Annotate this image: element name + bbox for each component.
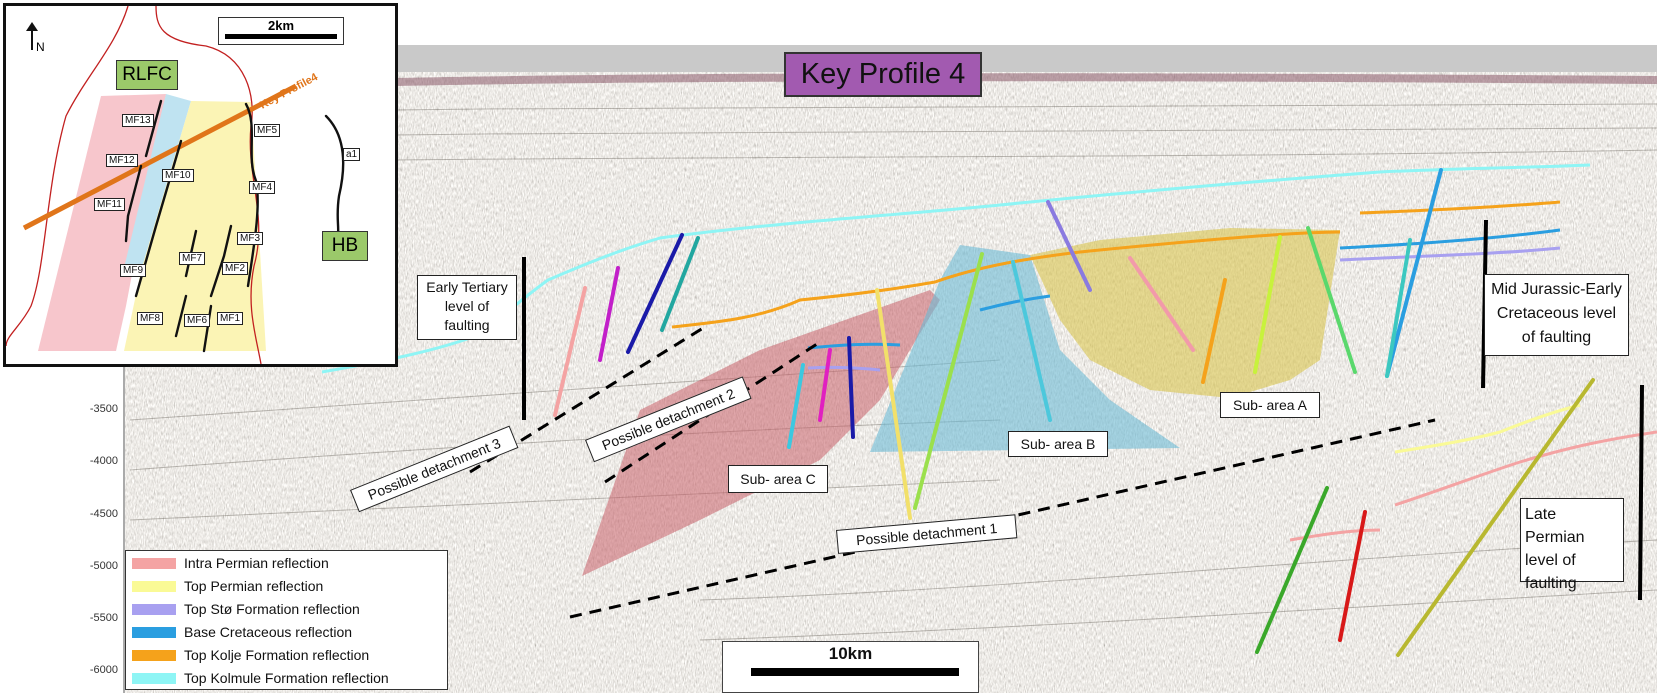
depth-tick: -5500	[89, 612, 118, 624]
legend-swatch	[132, 673, 176, 684]
fault-red-p	[1338, 510, 1367, 642]
fault-label: MF11	[94, 198, 125, 211]
depth-tick: -4500	[89, 508, 118, 520]
inset-blue-region	[124, 94, 191, 271]
depth-tick: -5000	[89, 560, 118, 572]
kolje-horizon-east	[1359, 200, 1561, 215]
fault-teal	[660, 236, 700, 332]
base-cretaceous-c	[807, 342, 901, 350]
legend-label: Top Kolje Formation reflection	[184, 647, 370, 663]
subarea-a-polygon	[1030, 228, 1340, 398]
fault-label: MF13	[122, 114, 154, 127]
north-arrow-icon	[31, 24, 33, 50]
region-rlfc: RLFC	[116, 60, 178, 90]
subarea-b-label: Sub- area B	[1008, 431, 1108, 457]
north-arrowhead-icon	[26, 22, 38, 31]
legend-label: Top Kolmule Formation reflection	[184, 670, 389, 686]
fault-cyan-b	[1011, 260, 1052, 422]
inset-map: N 2km RLFC HB Key Profile4 MF13 MF12 MF1…	[3, 3, 398, 367]
legend: Intra Permian reflection Top Permian ref…	[125, 550, 448, 690]
inset-yellow-region	[124, 101, 266, 351]
mid-jurassic-label: Mid Jurassic-Early Cretaceous level of f…	[1484, 274, 1629, 356]
fault-blue-a	[1385, 168, 1443, 378]
north-label: N	[36, 40, 45, 54]
inset-scale-line	[225, 34, 337, 39]
fault-olive-p	[1396, 378, 1595, 657]
sto-horizon	[1339, 246, 1561, 262]
fault-navy	[626, 233, 684, 354]
legend-label: Base Cretaceous reflection	[184, 624, 353, 640]
section-sky	[395, 45, 1657, 75]
inset-profile-line	[22, 83, 298, 231]
faults	[553, 168, 1595, 657]
base-cretaceous-horizon	[1339, 228, 1561, 250]
subarea-c-label: Sub- area C	[728, 465, 828, 493]
fault-green-p	[1255, 486, 1329, 654]
top-permian-horizon	[1394, 403, 1581, 454]
fault-orange-a	[1201, 278, 1227, 384]
early-tertiary-label: Early Tertiary level of faulting	[417, 275, 517, 340]
legend-swatch	[132, 604, 176, 615]
legend-label: Intra Permian reflection	[184, 555, 329, 571]
fault-magenta-c	[818, 348, 832, 422]
scale-bar: 10km	[722, 641, 979, 693]
fault-lime-a	[1253, 235, 1282, 374]
inset-map-drawing	[6, 6, 345, 364]
fault-label: MF1	[217, 312, 243, 325]
depth-tick: -4000	[89, 455, 118, 467]
fault-yellow-c	[875, 288, 912, 520]
subarea-a-label: Sub- area A	[1220, 392, 1320, 418]
fault-label: MF4	[249, 181, 275, 194]
fault-label: MF3	[237, 232, 263, 245]
region-hb: HB	[322, 231, 368, 261]
fault-magenta	[598, 266, 620, 362]
fault-pink-a	[1128, 256, 1195, 352]
fault-green-a	[1306, 226, 1357, 374]
intra-permian-horizon	[1394, 430, 1657, 507]
seafloor-band	[395, 73, 1657, 86]
profile-title: Key Profile 4	[784, 52, 982, 97]
scale-bar-label: 10km	[828, 644, 873, 663]
intra-permian-horizon-w	[1289, 528, 1381, 542]
fault-cyan-c	[787, 363, 805, 449]
inset-scale-bar: 2km	[218, 17, 344, 45]
scale-bar-line	[751, 668, 959, 676]
fault-label: MF8	[137, 312, 163, 325]
legend-swatch	[132, 558, 176, 569]
base-cretaceous-b	[979, 294, 1051, 312]
depth-tick: -6000	[89, 664, 118, 676]
late-permian-label: Late Permian level of faulting	[1520, 498, 1624, 592]
legend-swatch	[132, 627, 176, 638]
fault-pink	[553, 286, 587, 417]
inset-boundary-west	[6, 6, 129, 347]
fault-navy-c	[847, 336, 855, 439]
fault-label: MF2	[222, 262, 248, 275]
fault-label: MF9	[120, 264, 146, 277]
subarea-b-polygon	[870, 245, 1180, 452]
fault-label: MF6	[184, 314, 210, 327]
legend-label: Top Stø Formation reflection	[184, 601, 360, 617]
inset-scale-label: 2km	[267, 18, 295, 33]
fault-label: MF5	[254, 124, 280, 137]
fault-label: MF7	[179, 252, 205, 265]
fault-green-c	[913, 252, 984, 510]
fault-label: MF10	[162, 169, 194, 182]
permian-level-bar	[1638, 384, 1644, 601]
fault-label: MF12	[106, 154, 138, 167]
legend-swatch	[132, 650, 176, 661]
sto-horizon-c	[807, 365, 881, 372]
legend-label: Top Permian reflection	[184, 578, 324, 594]
fault-purple-b	[1046, 200, 1092, 292]
fault-label: a1	[343, 148, 361, 161]
kolje-horizon	[671, 230, 1341, 329]
legend-swatch	[132, 581, 176, 592]
depth-tick: -3500	[89, 403, 118, 415]
fault-teal-a	[1385, 238, 1412, 378]
